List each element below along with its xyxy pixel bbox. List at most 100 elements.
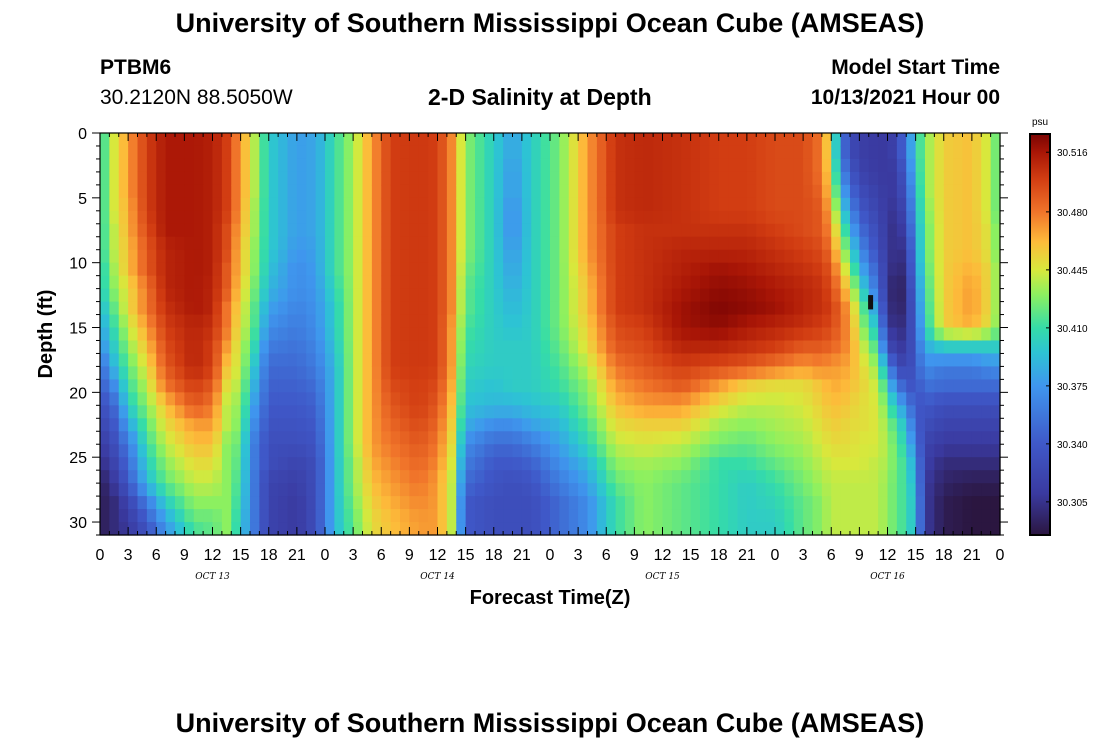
heat-cell: [428, 145, 439, 160]
heat-cell: [184, 379, 195, 393]
heat-cell: [146, 483, 157, 497]
x-tick-label: 3: [574, 547, 583, 564]
heat-cell: [156, 509, 167, 523]
heat-cell: [531, 392, 542, 406]
heat-cell: [484, 418, 495, 432]
heat-cell: [990, 353, 1001, 368]
heat-cell: [906, 470, 917, 484]
heat-cell: [568, 483, 579, 497]
heat-cell: [578, 327, 589, 342]
heat-cell: [175, 418, 185, 432]
heat-cell: [990, 223, 1001, 238]
heat-cell: [728, 353, 739, 368]
heat-cell: [578, 275, 589, 290]
heat-cell: [128, 197, 139, 212]
heat-cell: [568, 158, 579, 173]
heat-cell: [250, 366, 260, 380]
heat-cell: [203, 327, 214, 342]
heat-cell: [175, 236, 185, 251]
heat-cell: [184, 457, 195, 471]
heat-cell: [353, 223, 364, 238]
heat-cell: [746, 262, 757, 277]
heat-cell: [512, 301, 523, 316]
heat-cell: [362, 275, 373, 290]
heat-cell: [493, 133, 504, 147]
heat-cell: [615, 249, 626, 264]
heat-cell: [540, 158, 551, 173]
heat-cell: [531, 457, 542, 471]
heat-cell: [250, 223, 260, 238]
heat-cell: [278, 275, 289, 290]
heat-cell: [325, 184, 335, 199]
heat-cell: [559, 145, 570, 160]
heat-cell: [615, 444, 626, 458]
heat-cell: [353, 405, 364, 419]
heat-cell: [156, 496, 167, 510]
heat-cell: [109, 444, 120, 458]
heat-cell: [325, 210, 335, 225]
heat-cell: [606, 262, 617, 277]
heat-cell: [578, 145, 589, 160]
heat-cell: [821, 444, 832, 458]
heat-cell: [400, 418, 410, 432]
heat-cell: [559, 496, 570, 510]
heat-cell: [334, 340, 345, 355]
heat-cell: [775, 353, 785, 368]
heat-cell: [100, 496, 110, 510]
heat-cell: [390, 522, 401, 536]
heat-cell: [737, 314, 748, 329]
heat-cell: [746, 288, 757, 303]
heat-cell: [531, 418, 542, 432]
heat-cell: [334, 444, 345, 458]
chart-title: 2-D Salinity at Depth: [428, 84, 652, 110]
heat-cell: [418, 210, 429, 225]
heat-cell: [250, 431, 260, 445]
heat-cell: [550, 340, 560, 355]
heat-cell: [268, 470, 279, 484]
heat-cell: [334, 418, 345, 432]
heat-cell: [212, 145, 223, 160]
heat-cell: [784, 327, 795, 342]
heat-cell: [981, 223, 992, 238]
heat-cell: [493, 262, 504, 277]
heat-cell: [343, 197, 354, 212]
heat-cell: [493, 405, 504, 419]
heat-cell: [775, 366, 785, 380]
heat-cell: [906, 288, 917, 303]
heat-cell: [653, 470, 664, 484]
heat-cell: [259, 249, 270, 264]
heat-cell: [878, 262, 889, 277]
heat-cell: [137, 288, 148, 303]
heat-cell: [756, 288, 767, 303]
heat-cell: [503, 366, 514, 380]
heat-cell: [409, 210, 420, 225]
heat-cell: [456, 210, 467, 225]
heat-cell: [315, 301, 326, 316]
heat-cell: [250, 483, 260, 497]
heat-cell: [521, 353, 532, 368]
heat-cell: [306, 197, 317, 212]
heat-cell: [456, 184, 467, 199]
heat-cell: [700, 366, 710, 380]
heat-cell: [343, 184, 354, 199]
heat-cell: [559, 431, 570, 445]
heat-cell: [737, 236, 748, 251]
heat-cell: [578, 249, 589, 264]
x-tick-label: 3: [349, 547, 358, 564]
heat-cell: [371, 392, 382, 406]
heat-cell: [418, 197, 429, 212]
heat-cell: [287, 223, 298, 238]
heat-cell: [334, 483, 345, 497]
heat-cell: [812, 444, 823, 458]
heat-cell: [446, 288, 457, 303]
heat-cell: [362, 314, 373, 329]
heat-cell: [400, 444, 410, 458]
heat-cell: [634, 327, 645, 342]
heat-cell: [109, 522, 120, 536]
heat-cell: [709, 353, 720, 368]
heat-cell: [784, 379, 795, 393]
heat-cell: [953, 314, 964, 329]
heat-cell: [512, 197, 523, 212]
heat-cell: [165, 184, 176, 199]
heat-cell: [184, 444, 195, 458]
